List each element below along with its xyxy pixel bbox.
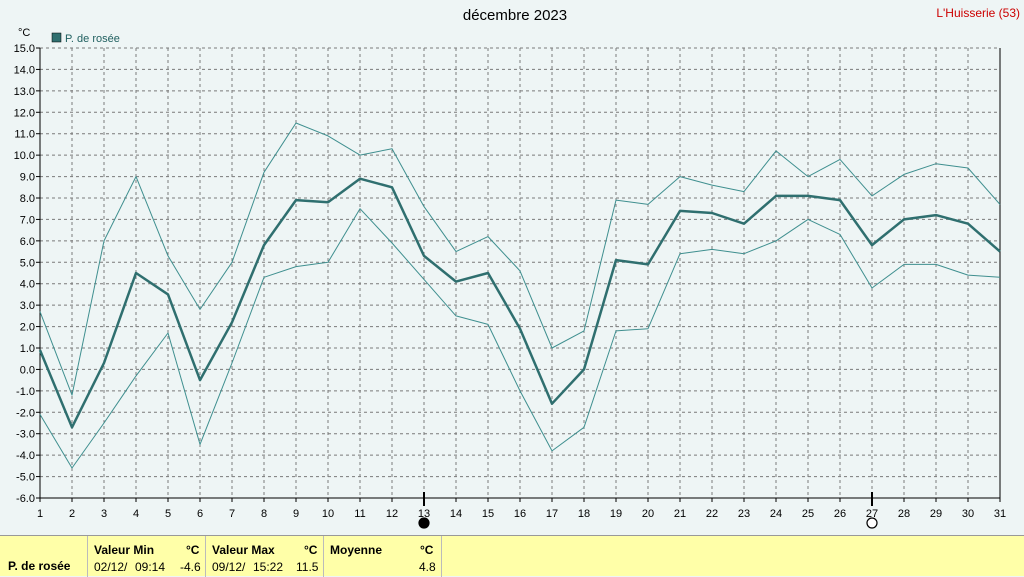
avg-unit: °C [420,543,434,557]
y-tick-label: 8.0 [20,193,35,205]
x-tick-label: 25 [802,508,814,520]
x-tick-label: 29 [930,508,942,520]
x-tick-label: 9 [293,508,299,520]
plot-area: -6.0 -5.0 -4.0 -3.0 -2.0 -1.0 0.0 1.0 2.0 3.0 4.0 5… [14,43,1006,529]
legend-label: P. de rosée [65,33,120,45]
chart-title: décembre 2023 [463,7,567,24]
y-tick-label: 4.0 [20,279,35,291]
new-moon-icon [418,517,430,529]
x-tick-label: 27 [866,508,878,520]
max-header: Valeur Max [212,543,275,557]
max-value: 11.5 [296,560,319,574]
y-tick-label: 13.0 [14,86,35,98]
x-tick-label: 26 [834,508,846,520]
y-tick-label: -1.0 [16,386,35,398]
y-tick-label: 9.0 [20,172,35,184]
stats-avg-cell: Moyenne °C 4.8 [324,536,442,577]
y-tick-label: -4.0 [16,450,35,462]
x-tick-label: 7 [229,508,235,520]
y-tick-label: 7.0 [20,214,35,226]
y-tick-label: 3.0 [20,300,35,312]
max-date: 09/12/ [212,560,246,574]
min-value: -4.6 [180,560,201,574]
min-header: Valeur Min [94,543,155,557]
avg-header: Moyenne [330,543,383,557]
x-tick-label: 23 [738,508,750,520]
x-tick-label: 19 [610,508,622,520]
x-tick-label: 11 [354,508,365,520]
y-tick-label: 15.0 [14,43,35,55]
x-tick-label: 13 [418,508,430,520]
series-line-min [39,208,1001,469]
x-tick-label: 3 [101,508,107,520]
x-tick-label: 14 [450,508,462,520]
x-tick-label: 30 [962,508,974,520]
y-tick-label: 6.0 [20,236,35,248]
y-tick-label: 2.0 [20,322,35,334]
x-tick-label: 2 [69,508,75,520]
stats-panel: P. de rosée Valeur Min °C 02/12/ 09:14 -… [0,535,1024,577]
stats-label-cell: P. de rosée [0,536,88,577]
y-tick-label: -6.0 [16,493,35,505]
x-tick-label: 10 [322,508,334,520]
stats-row-label: P. de rosée [8,559,71,573]
full-moon-icon [866,517,878,529]
x-tick-label: 8 [261,508,267,520]
y-axis-unit: °C [18,27,30,39]
x-tick-label: 12 [386,508,398,520]
legend-swatch [51,32,62,43]
avg-value: 4.8 [419,560,436,574]
y-tick-label: 14.0 [14,64,35,76]
min-date: 02/12/ [94,560,128,574]
x-tick-label: 1 [37,508,43,520]
stats-max-cell: Valeur Max °C 09/12/ 15:22 11.5 [206,536,324,577]
y-tick-label: 0.0 [20,364,35,376]
y-tick-label: -5.0 [16,472,35,484]
y-tick-label: 12.0 [14,107,35,119]
x-tick-label: 4 [133,508,139,520]
x-tick-label: 31 [994,508,1006,520]
x-tick-label: 6 [197,508,203,520]
x-tick-label: 22 [706,508,718,520]
series-line-mean [38,177,1001,429]
x-tick-label: 24 [770,508,782,520]
min-time: 09:14 [135,560,166,574]
max-time: 15:22 [253,560,284,574]
x-tick-label: 21 [674,508,686,520]
x-tick-label: 20 [642,508,654,520]
y-tick-label: 1.0 [20,343,35,355]
station-name: L'Huisserie (53) [936,6,1020,20]
y-tick-label: 5.0 [20,257,35,269]
max-unit: °C [304,543,318,557]
x-tick-label: 17 [546,508,558,520]
series-line-max [39,122,1001,396]
y-tick-label: 10.0 [14,150,35,162]
stats-min-cell: Valeur Min °C 02/12/ 09:14 -4.6 [88,536,206,577]
min-unit: °C [186,543,200,557]
x-tick-label: 16 [514,508,526,520]
x-tick-label: 5 [165,508,171,520]
dew-point-chart: décembre 2023 L'Huisserie (53) °C P. de … [14,6,1020,529]
x-tick-label: 28 [898,508,910,520]
y-tick-label: 11.0 [14,129,35,141]
x-tick-label: 18 [578,508,590,520]
y-tick-label: -3.0 [16,429,35,441]
y-tick-label: -2.0 [16,407,35,419]
x-tick-label: 15 [482,508,494,520]
